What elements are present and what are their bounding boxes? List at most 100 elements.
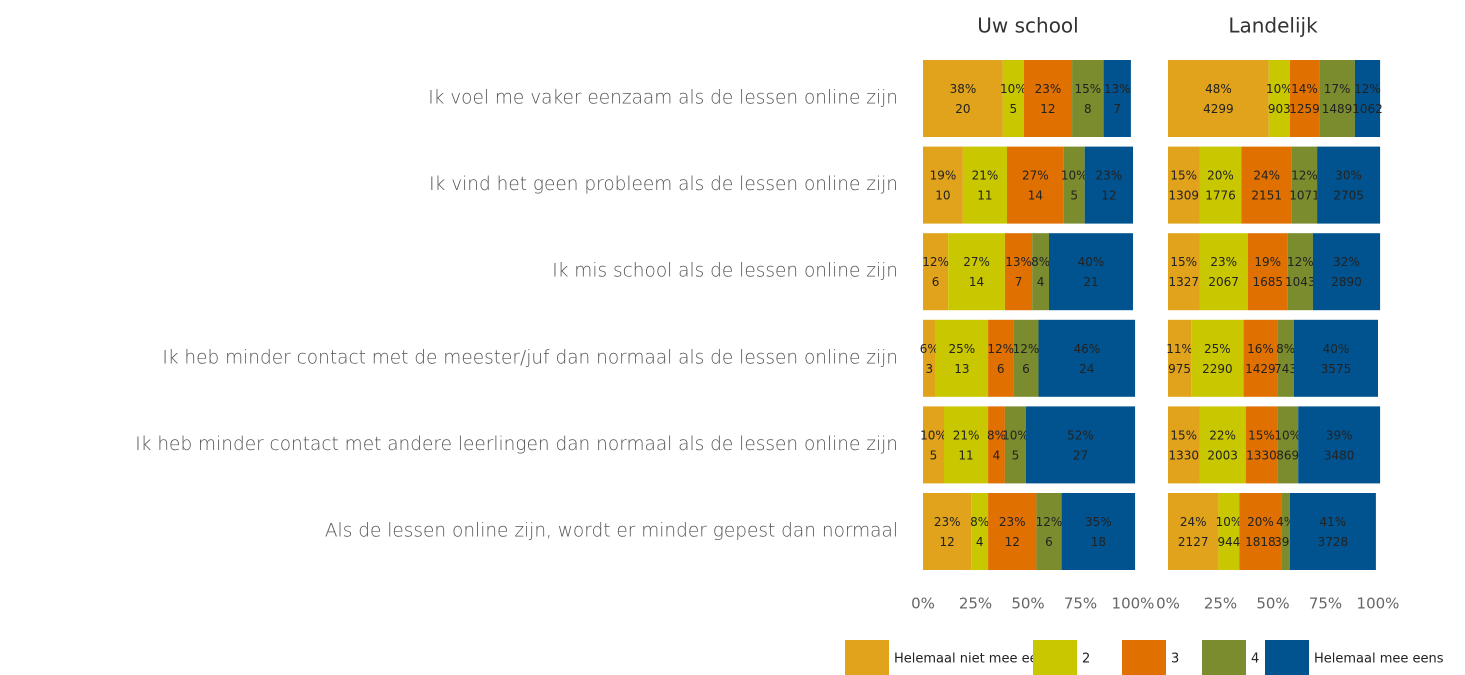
bar-segment (1084, 146, 1133, 224)
value-label: 23% (934, 515, 961, 529)
bar-segment (1245, 406, 1278, 484)
value-label: 48% (1205, 82, 1232, 96)
legend-swatch (1265, 640, 1309, 675)
x-tick-label: 0% (1156, 595, 1180, 613)
legend-label: 4 (1251, 652, 1259, 667)
value-label: 15% (1170, 169, 1197, 183)
bar-segment (923, 319, 936, 397)
value-label: 15% (1170, 255, 1197, 269)
bar-segment (923, 60, 1003, 137)
category-label: Ik mis school als de lessen online zijn (552, 261, 898, 282)
legend-swatch (1122, 640, 1166, 675)
bar-segment (1032, 233, 1049, 311)
count-label: 4 (993, 448, 1001, 462)
count-label: 5 (930, 448, 938, 462)
count-label: 1071 (1289, 189, 1320, 203)
bar-segment (1239, 493, 1282, 570)
bar-segment (1002, 60, 1024, 137)
bar-segment (1298, 406, 1381, 484)
count-label: 3575 (1321, 362, 1352, 376)
count-label: 7 (1015, 275, 1023, 289)
value-label: 39% (1326, 428, 1353, 442)
bar-segment (1312, 233, 1381, 311)
value-label: 8% (970, 515, 989, 529)
count-label: 1776 (1205, 189, 1236, 203)
value-label: 8% (1276, 342, 1295, 356)
value-label: 10% (1000, 82, 1027, 96)
bar-segment (1007, 146, 1064, 224)
count-label: 743 (1274, 362, 1297, 376)
value-label: 21% (972, 169, 999, 183)
category-label: Als de lessen online zijn, wordt er mind… (325, 521, 898, 542)
value-label: 14% (1291, 82, 1318, 96)
value-label: 23% (1210, 255, 1237, 269)
value-label: 17% (1324, 82, 1351, 96)
x-tick-label: 50% (1011, 595, 1044, 613)
value-label: 8% (1031, 255, 1050, 269)
value-label: 10% (1216, 515, 1243, 529)
count-label: 975 (1168, 362, 1191, 376)
bar-segment (1241, 146, 1292, 224)
bar-segment (923, 493, 972, 570)
value-label: 12% (922, 255, 949, 269)
value-label: 11% (1166, 342, 1193, 356)
count-label: 27 (1073, 448, 1088, 462)
count-label: 5 (1012, 448, 1020, 462)
legend-label: Helemaal mee eens (1314, 652, 1444, 667)
panel-title: Landelijk (1228, 14, 1318, 38)
x-tick-label: 0% (911, 595, 935, 613)
count-label: 14 (1028, 189, 1043, 203)
bar-segment (1277, 319, 1294, 397)
count-label: 3480 (1324, 448, 1355, 462)
bar-segment (1268, 60, 1290, 137)
value-label: 41% (1320, 515, 1347, 529)
bar-segment (1072, 60, 1104, 137)
bar-segment (1289, 493, 1376, 570)
value-label: 12% (987, 342, 1014, 356)
count-label: 18 (1091, 535, 1106, 549)
count-label: 2890 (1331, 275, 1362, 289)
count-label: 6 (932, 275, 940, 289)
bar-segment (1191, 319, 1244, 397)
x-tick-label: 75% (1064, 595, 1097, 613)
value-label: 23% (999, 515, 1026, 529)
count-label: 20 (955, 102, 970, 116)
bar-segment (1317, 146, 1381, 224)
value-label: 25% (1204, 342, 1231, 356)
bar-segment (1168, 319, 1192, 397)
bar-segment (944, 406, 989, 484)
count-label: 12 (1040, 102, 1055, 116)
count-label: 14 (969, 275, 984, 289)
bar-segment (1289, 60, 1320, 137)
bar-segment (1013, 319, 1039, 397)
count-label: 12 (940, 535, 955, 549)
legend-label: Helemaal niet mee eens (894, 652, 1053, 667)
x-tick-label: 75% (1309, 595, 1342, 613)
bar-segment (935, 319, 989, 397)
count-label: 1330 (1246, 448, 1277, 462)
bar-segment (1319, 60, 1355, 137)
count-label: 8 (1084, 102, 1092, 116)
count-label: 13 (954, 362, 969, 376)
value-label: 13% (1104, 82, 1131, 96)
bar-segment (948, 233, 1005, 311)
value-label: 13% (1005, 255, 1032, 269)
value-label: 12% (1291, 169, 1318, 183)
count-label: 1309 (1168, 189, 1199, 203)
bar-segment (923, 146, 963, 224)
value-label: 15% (1248, 428, 1275, 442)
legend-swatch (1033, 640, 1077, 675)
bar-segment (962, 146, 1007, 224)
bar-segment (923, 233, 949, 311)
legend-label: 2 (1082, 652, 1090, 667)
count-label: 3728 (1318, 535, 1349, 549)
value-label: 15% (1075, 82, 1102, 96)
value-label: 40% (1078, 255, 1105, 269)
bar-segment (1168, 493, 1219, 570)
value-label: 22% (1209, 428, 1236, 442)
value-label: 21% (953, 428, 980, 442)
value-label: 12% (1036, 515, 1063, 529)
count-label: 12 (1005, 535, 1020, 549)
legend-swatch (1202, 640, 1246, 675)
x-tick-label: 100% (1357, 595, 1400, 613)
